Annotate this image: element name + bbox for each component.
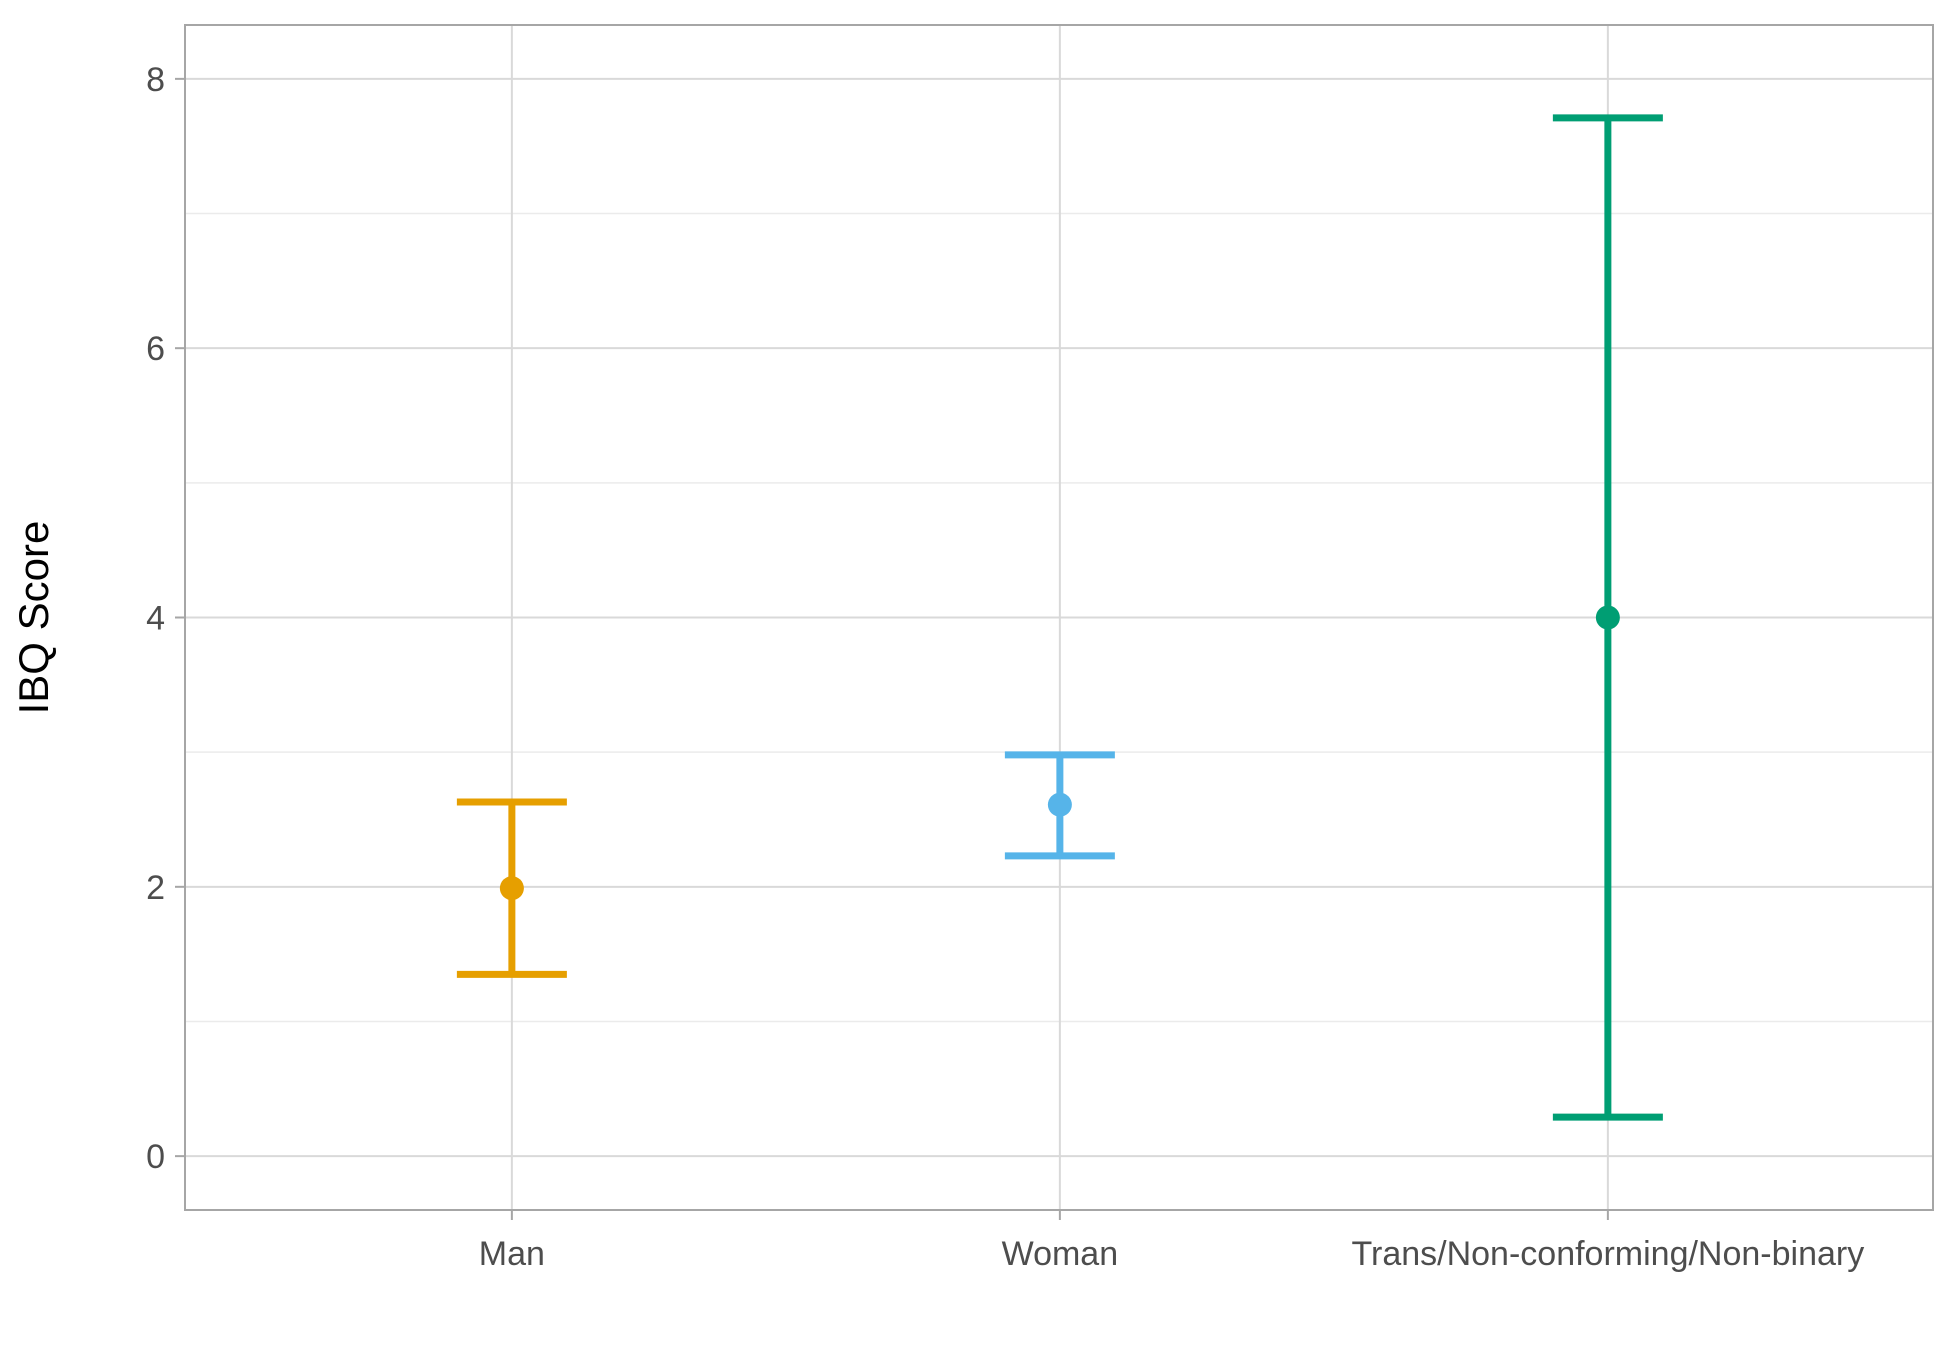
x-tick-label: Woman [1002,1235,1119,1273]
y-axis-title: IBQ Score [10,521,57,715]
y-tick-label: 2 [146,869,165,907]
y-tick-label: 0 [146,1138,165,1176]
x-tick-label: Man [479,1235,545,1273]
mean-point [1047,792,1072,817]
x-tick-label: Trans/Non-conforming/Non-binary [1352,1235,1865,1273]
mean-point [499,876,524,901]
y-tick-label: 4 [146,600,165,638]
y-tick-label: 8 [146,61,165,99]
y-tick-label: 6 [146,330,165,368]
mean-point [1595,605,1620,630]
grid-layer [185,25,1933,1210]
axis-layer: 0 2 4 6 8 Man Woman Trans/Non-conforming/Non-bi… [146,61,1864,1273]
data-layer [456,114,1663,1121]
